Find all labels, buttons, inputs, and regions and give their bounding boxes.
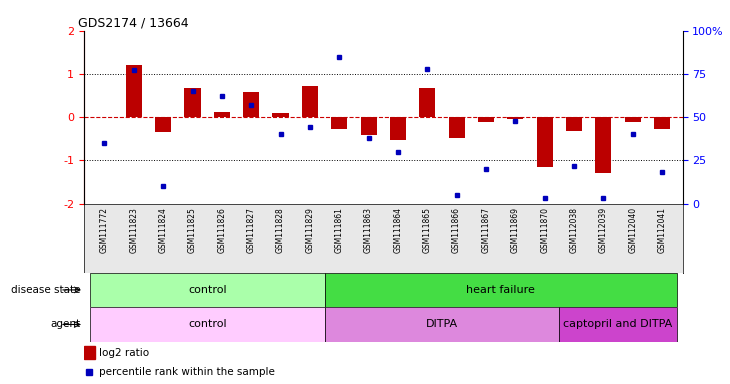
Text: GSM112041: GSM112041: [658, 207, 666, 253]
Text: GSM111867: GSM111867: [482, 207, 491, 253]
Text: GSM111861: GSM111861: [335, 207, 344, 253]
Bar: [214, 112, 230, 117]
Bar: [559, 307, 677, 342]
Bar: [478, 117, 494, 122]
Bar: [390, 117, 406, 139]
Text: GSM111864: GSM111864: [393, 207, 402, 253]
Bar: [84, 346, 95, 359]
Bar: [419, 88, 435, 117]
Text: GSM112038: GSM112038: [569, 207, 578, 253]
Bar: [90, 307, 325, 342]
Bar: [537, 117, 553, 167]
Text: control: control: [188, 319, 226, 329]
Text: disease state: disease state: [11, 285, 80, 295]
Text: GSM111829: GSM111829: [305, 207, 315, 253]
Text: GSM111870: GSM111870: [540, 207, 549, 253]
Bar: [325, 307, 559, 342]
Bar: [566, 117, 582, 131]
Text: GSM111824: GSM111824: [158, 207, 168, 253]
Text: log2 ratio: log2 ratio: [99, 348, 149, 358]
Text: GSM111869: GSM111869: [511, 207, 520, 253]
Text: agent: agent: [50, 319, 80, 329]
Bar: [325, 273, 677, 307]
Text: GSM111863: GSM111863: [364, 207, 373, 253]
Text: GSM111826: GSM111826: [218, 207, 226, 253]
Bar: [507, 117, 523, 119]
Bar: [90, 273, 325, 307]
Bar: [301, 86, 318, 117]
Text: GSM111827: GSM111827: [247, 207, 255, 253]
Text: GSM112039: GSM112039: [599, 207, 608, 253]
Bar: [272, 113, 288, 117]
Text: heart failure: heart failure: [466, 285, 535, 295]
Text: GSM111865: GSM111865: [423, 207, 431, 253]
Bar: [243, 92, 259, 117]
Bar: [654, 117, 670, 129]
Text: GSM111772: GSM111772: [100, 207, 109, 253]
Bar: [448, 117, 465, 138]
Text: GSM111828: GSM111828: [276, 207, 285, 253]
Text: control: control: [188, 285, 226, 295]
Text: GSM111825: GSM111825: [188, 207, 197, 253]
Text: GSM111866: GSM111866: [452, 207, 461, 253]
Text: GSM112040: GSM112040: [629, 207, 637, 253]
Text: DITPA: DITPA: [426, 319, 458, 329]
Text: percentile rank within the sample: percentile rank within the sample: [99, 367, 274, 377]
Text: GDS2174 / 13664: GDS2174 / 13664: [78, 17, 188, 30]
Text: captopril and DITPA: captopril and DITPA: [564, 319, 672, 329]
Bar: [185, 88, 201, 117]
Text: GSM111823: GSM111823: [129, 207, 138, 253]
Bar: [331, 117, 347, 129]
Bar: [595, 117, 612, 173]
Bar: [361, 117, 377, 135]
Bar: [155, 117, 172, 132]
Bar: [625, 117, 641, 122]
Bar: [126, 65, 142, 117]
